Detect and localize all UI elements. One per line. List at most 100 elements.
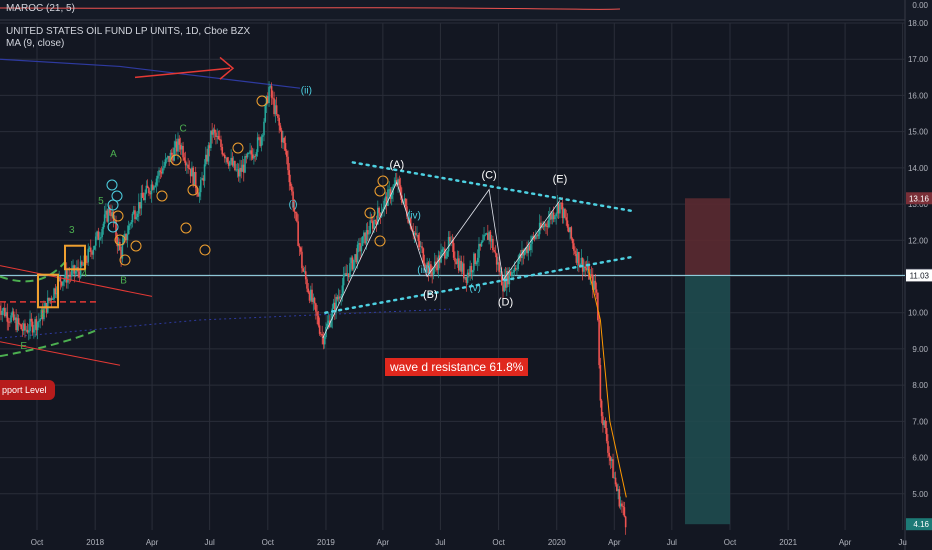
candle-body <box>311 289 313 302</box>
candle-body <box>387 189 389 206</box>
candle-body <box>374 220 377 221</box>
candle-body <box>60 281 63 286</box>
candle-body <box>134 210 136 220</box>
candle-body <box>229 161 231 166</box>
candle-body <box>397 179 399 185</box>
candle-body <box>437 255 440 271</box>
x-tick-label: 2018 <box>86 538 104 547</box>
candle-body <box>346 273 349 276</box>
candle-body <box>308 292 311 301</box>
candle-body <box>254 155 256 157</box>
candle-body <box>578 252 580 266</box>
subwave-circle-marker <box>111 190 123 202</box>
candle-body <box>6 312 9 322</box>
candle-body <box>526 247 528 254</box>
candle-body <box>231 157 234 166</box>
candle-body <box>216 136 219 138</box>
candle-body <box>120 250 122 259</box>
candle-body <box>449 236 451 242</box>
candle-body <box>177 138 179 152</box>
candle-body <box>368 233 370 235</box>
candle-body <box>175 141 178 152</box>
candle-body <box>378 207 380 213</box>
candle-body <box>355 254 358 263</box>
candle-body <box>206 154 208 162</box>
candle-body <box>604 420 607 429</box>
candle-body <box>169 152 172 162</box>
indicator-pane <box>0 0 932 20</box>
candle-body <box>607 441 609 453</box>
candle-body <box>16 318 19 331</box>
candle-body <box>101 229 103 238</box>
candle-body <box>602 416 604 426</box>
candle-body <box>149 193 151 195</box>
candle-body <box>356 244 359 263</box>
candle-body <box>287 156 289 171</box>
candle-body <box>205 154 207 165</box>
wave-label: 2 <box>40 308 46 319</box>
triangle-upper-line <box>351 161 636 213</box>
candle-body <box>251 154 254 159</box>
candle-body <box>503 275 506 292</box>
candle-body <box>48 297 50 301</box>
x-tick-label: Apr <box>839 538 852 547</box>
wave-label: 4 <box>82 269 88 280</box>
candle-body <box>162 168 164 174</box>
candle-body <box>193 171 196 185</box>
candle-body <box>168 156 170 162</box>
candle-body <box>590 274 593 276</box>
candle-body <box>154 185 157 187</box>
candle-body <box>192 167 194 185</box>
subwave-circle-marker <box>107 199 119 211</box>
candle-body <box>444 248 446 259</box>
candle-body <box>15 317 17 331</box>
candle-body <box>230 157 232 162</box>
candle-body <box>22 323 25 331</box>
candle-body <box>536 235 538 237</box>
candle-body <box>470 266 473 273</box>
candle-body <box>29 318 31 332</box>
candle-body <box>375 220 378 225</box>
candle-body <box>432 268 435 276</box>
stop-loss-zone <box>685 198 730 276</box>
candle-body <box>427 262 430 275</box>
candle-body <box>594 280 597 290</box>
candle-body <box>447 236 450 252</box>
candle-body <box>322 335 325 345</box>
candle-body <box>186 164 188 166</box>
candle-body <box>103 214 106 224</box>
candle-body <box>320 333 322 335</box>
candle-body <box>480 241 483 247</box>
candle-body <box>463 263 465 279</box>
candle-body <box>555 213 557 217</box>
candle-body <box>624 516 627 528</box>
candle-body <box>164 159 167 166</box>
y-tick-label: 13.00 <box>908 200 929 209</box>
candle-body <box>441 249 444 252</box>
x-tick-label: Jul <box>205 538 215 547</box>
candle-body <box>360 245 363 252</box>
candle-body <box>413 232 416 235</box>
price-tag-upper-bg <box>906 192 932 205</box>
candle-body <box>623 507 626 517</box>
candle-body <box>222 154 225 156</box>
candle-body <box>383 200 385 210</box>
candle-body <box>508 271 511 285</box>
candle-body <box>420 246 422 248</box>
candle-body <box>153 186 155 190</box>
candle-body <box>245 156 248 158</box>
candle-body <box>27 331 30 333</box>
wave-label: (v) <box>469 283 481 294</box>
candle-body <box>74 271 77 274</box>
candle-body <box>264 105 267 122</box>
candle-body <box>258 137 260 139</box>
candle-body <box>301 251 303 269</box>
candle-body <box>613 477 616 479</box>
candle-body <box>179 144 182 150</box>
candle-body <box>540 222 542 228</box>
candle-body <box>215 132 217 138</box>
price-tag-last: 11.03 <box>910 271 930 280</box>
candle-body <box>580 257 583 265</box>
candle-body <box>523 251 526 256</box>
